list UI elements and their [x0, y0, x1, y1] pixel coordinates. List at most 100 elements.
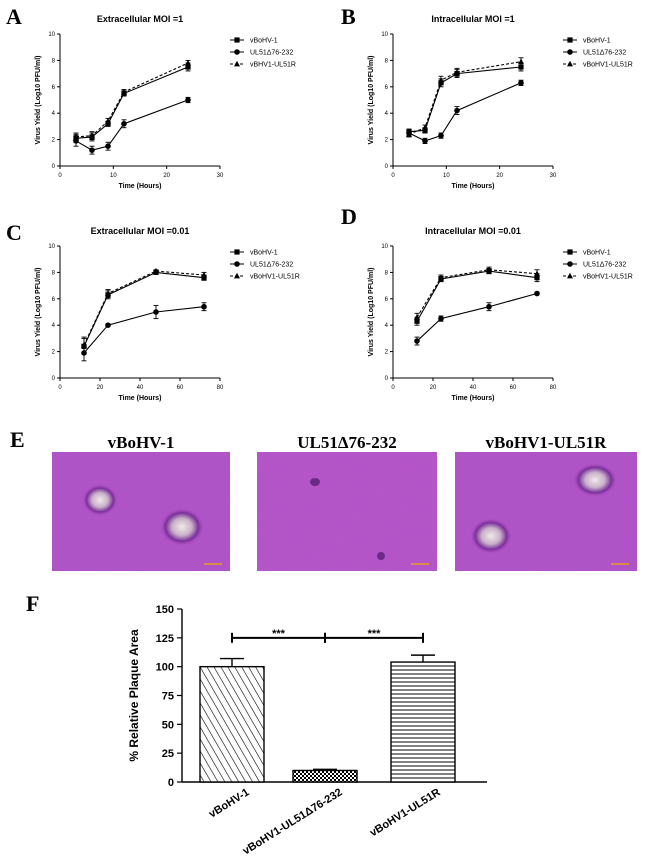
category-label: vBoHV1-UL51R [368, 786, 443, 839]
x-tick-label: 40 [137, 385, 144, 391]
legend-marker [234, 261, 240, 267]
data-point [121, 120, 127, 127]
legend-label: vBoHV1-UL51R [583, 62, 633, 69]
x-axis-label: Time (Hours) [118, 395, 161, 402]
legend-marker [234, 249, 240, 255]
chart-f: 0 25 50 75 100 125 150 % Relative Plaque Area vB… [127, 604, 487, 857]
x-tick-label: 20 [163, 173, 170, 179]
series-line [83, 271, 205, 347]
bar [390, 661, 456, 783]
legend-label: vBoHV-1 [583, 38, 611, 45]
y-tick-label: 6 [385, 297, 389, 303]
data-point [438, 315, 444, 322]
panel-label-c: C [6, 220, 22, 245]
x-tick-label: 40 [470, 385, 477, 391]
plaque [82, 484, 118, 516]
data-point [422, 138, 428, 144]
x-tick-label: 10 [110, 173, 117, 179]
data-point [185, 59, 191, 66]
category-label: vBoHV-1 [207, 786, 252, 820]
x-tick-label: 0 [58, 173, 62, 179]
y-tick-label: 25 [162, 748, 174, 760]
micrograph-label-1: vBoHV-1 [107, 433, 175, 452]
x-axis-label: Time (Hours) [118, 183, 161, 190]
data-point [185, 97, 191, 103]
data-point [486, 266, 492, 273]
data-point [518, 64, 524, 70]
series-line [416, 270, 538, 322]
y-tick-label: 10 [381, 244, 388, 250]
data-point [486, 303, 492, 310]
y-tick-label: 6 [52, 297, 56, 303]
y-tick-label: 0 [385, 376, 389, 382]
data-point [105, 143, 111, 149]
legend-marker [234, 272, 240, 279]
y-tick-label: 0 [52, 164, 56, 170]
y-tick-label: 4 [385, 111, 389, 117]
legend-marker [567, 49, 573, 55]
legend-marker [567, 37, 573, 43]
y-tick-label: 8 [385, 58, 389, 64]
legend-label: vBoHV1-UL51R [250, 274, 300, 281]
series: vBoHV-1 [81, 249, 278, 355]
y-tick-label: 2 [52, 350, 56, 356]
panel-label-f: F [26, 591, 40, 616]
bar [199, 665, 265, 783]
y-tick-label: 2 [385, 138, 389, 144]
data-point [89, 147, 95, 153]
series-line [408, 66, 522, 133]
series: vBoHV-1 [406, 37, 611, 135]
chart-title: Extracellular MOI =1 [97, 14, 183, 24]
plaque [310, 478, 320, 486]
significance-label: *** [368, 628, 382, 640]
data-point [105, 290, 111, 296]
series: UL51Δ76-232 [81, 261, 293, 362]
series: vBoHV1-UL51R [414, 266, 633, 322]
y-tick-label: 10 [48, 32, 55, 38]
series: vBoHV-1 [73, 37, 278, 143]
y-tick-label: 6 [385, 85, 389, 91]
data-point [185, 64, 191, 70]
series-line [75, 99, 189, 151]
panel-label-d: D [341, 204, 357, 229]
y-tick-label: 4 [52, 111, 56, 117]
data-point [454, 69, 460, 75]
x-tick-label: 20 [496, 173, 503, 179]
plaque [470, 518, 512, 554]
y-tick-label: 125 [156, 633, 174, 645]
y-tick-label: 4 [385, 323, 389, 329]
legend-label: UL51Δ76-232 [250, 262, 293, 269]
legend-marker [234, 60, 240, 67]
legend-marker [567, 261, 573, 267]
data-point [414, 338, 420, 344]
legend-label: UL51Δ76-232 [250, 50, 293, 57]
data-point [454, 107, 460, 114]
category-label: vBoHV1-UL51Δ76-232 [241, 786, 345, 857]
data-point [518, 80, 524, 86]
data-point [406, 131, 412, 137]
micrograph-ul51-deletion [257, 452, 437, 571]
legend-label: vBoHV1-UL51R [583, 274, 633, 281]
x-tick-label: 0 [391, 385, 395, 391]
data-point [121, 88, 127, 95]
y-axis-label: % Relative Plaque Area [127, 629, 141, 762]
data-point [438, 274, 444, 281]
data-point [201, 271, 207, 278]
y-tick-label: 4 [52, 323, 56, 329]
y-tick-label: 150 [156, 604, 174, 616]
data-point [105, 322, 111, 328]
x-tick-label: 60 [510, 385, 517, 391]
y-tick-label: 100 [156, 662, 174, 674]
micrograph-label-2: UL51Δ76-232 [297, 433, 397, 452]
data-point [73, 133, 79, 140]
micrograph-ul51r [455, 452, 637, 571]
legend-marker [234, 49, 240, 55]
series: UL51Δ76-232 [73, 49, 293, 155]
y-tick-label: 10 [381, 32, 388, 38]
data-point [534, 290, 540, 297]
chart-title: Intracellular MOI =0.01 [425, 226, 521, 236]
bar [292, 769, 358, 783]
series: vBoHV1-UL51R [406, 57, 633, 138]
y-tick-label: 8 [52, 270, 56, 276]
y-tick-label: 0 [52, 376, 56, 382]
